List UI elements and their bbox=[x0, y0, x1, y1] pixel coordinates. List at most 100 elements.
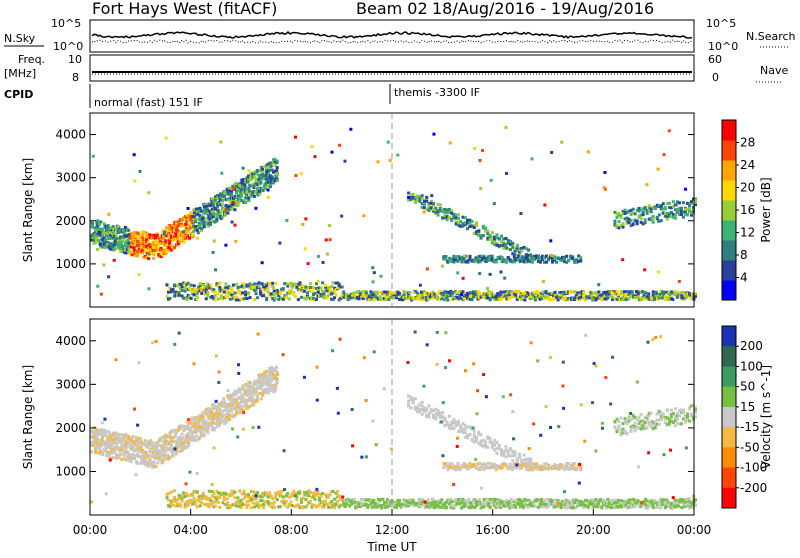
echo-cell bbox=[615, 430, 618, 433]
echo-cell bbox=[563, 292, 566, 295]
echo-cell bbox=[182, 230, 185, 233]
echo-cell bbox=[552, 298, 555, 301]
echo-cell bbox=[307, 494, 310, 497]
echo-cell bbox=[113, 243, 116, 246]
echo-cell bbox=[273, 501, 276, 504]
echo-cell bbox=[194, 291, 197, 294]
echo-cell bbox=[380, 275, 383, 278]
echo-cell bbox=[657, 220, 660, 223]
echo-cell bbox=[309, 500, 312, 503]
echo-cell bbox=[425, 196, 428, 199]
echo-cell bbox=[469, 255, 472, 258]
echo-cell bbox=[239, 298, 242, 301]
echo-cell bbox=[644, 221, 647, 224]
echo-cell bbox=[256, 170, 259, 173]
echo-cell bbox=[243, 297, 246, 300]
echo-cell bbox=[448, 415, 451, 418]
echo-cell bbox=[495, 233, 498, 236]
echo-cell bbox=[252, 403, 255, 406]
echo-cell bbox=[457, 217, 460, 220]
echo-cell bbox=[271, 282, 274, 285]
echo-cell bbox=[313, 292, 316, 295]
echo-cell bbox=[575, 468, 578, 471]
echo-cell bbox=[220, 172, 223, 175]
echo-cell bbox=[196, 237, 199, 240]
echo-cell bbox=[170, 491, 173, 494]
echo-cell bbox=[298, 281, 301, 284]
echo-cell bbox=[489, 273, 492, 276]
echo-cell bbox=[329, 288, 332, 291]
echo-cell bbox=[443, 417, 446, 420]
echo-cell bbox=[190, 297, 193, 300]
echo-cell bbox=[187, 444, 190, 447]
echo-cell bbox=[188, 237, 191, 240]
colorbar-tick-label: 24 bbox=[740, 158, 755, 172]
colorbar-segment bbox=[722, 140, 736, 161]
echo-cell bbox=[523, 298, 526, 301]
echo-cell bbox=[407, 196, 410, 199]
echo-cell bbox=[172, 504, 175, 507]
echo-cell bbox=[105, 246, 108, 249]
echo-cell bbox=[217, 297, 220, 300]
echo-cell bbox=[240, 394, 243, 397]
echo-cell bbox=[246, 500, 249, 503]
echo-cell bbox=[464, 431, 467, 434]
echo-cell bbox=[456, 462, 459, 465]
colorbar-segment bbox=[722, 120, 736, 141]
echo-cell bbox=[191, 288, 194, 291]
echo-cell bbox=[292, 292, 295, 295]
echo-cell bbox=[362, 214, 365, 217]
echo-cell bbox=[427, 416, 430, 419]
echo-cell bbox=[617, 220, 620, 223]
echo-cell bbox=[264, 187, 267, 190]
echo-cell bbox=[335, 293, 338, 296]
echo-cell bbox=[682, 409, 685, 412]
echo-cell bbox=[330, 500, 333, 503]
echo-cell bbox=[332, 281, 335, 284]
echo-cell bbox=[186, 435, 189, 438]
echo-cell bbox=[672, 200, 675, 203]
echo-cell bbox=[412, 296, 415, 299]
echo-cell bbox=[256, 501, 259, 504]
echo-cell bbox=[671, 298, 674, 301]
echo-cell bbox=[228, 418, 231, 421]
echo-cell bbox=[167, 492, 170, 495]
echo-cell bbox=[642, 211, 645, 214]
echo-cell bbox=[491, 231, 494, 234]
echo-cell bbox=[184, 223, 187, 226]
echo-cell bbox=[611, 296, 614, 299]
echo-cell bbox=[493, 444, 496, 447]
echo-cell bbox=[479, 159, 482, 162]
echo-cell bbox=[265, 170, 268, 173]
echo-cell bbox=[261, 282, 264, 285]
echo-cell bbox=[256, 491, 259, 494]
echo-cell bbox=[421, 401, 424, 404]
echo-cell bbox=[409, 291, 412, 294]
echo-cell bbox=[630, 429, 633, 432]
echo-cell bbox=[217, 210, 220, 213]
echo-cell bbox=[365, 499, 368, 502]
echo-cell bbox=[333, 296, 336, 299]
echo-cell bbox=[511, 459, 514, 462]
echo-cell bbox=[670, 409, 673, 412]
echo-cell bbox=[222, 413, 225, 416]
echo-cell bbox=[261, 261, 264, 264]
echo-cell bbox=[217, 407, 220, 410]
echo-cell bbox=[674, 213, 677, 216]
echo-cell bbox=[190, 218, 193, 221]
echo-cell bbox=[238, 290, 241, 293]
echo-cell bbox=[152, 246, 155, 249]
echo-cell bbox=[662, 202, 665, 205]
echo-cell bbox=[643, 268, 646, 271]
echo-cell bbox=[223, 194, 226, 197]
echo-cell bbox=[441, 265, 444, 268]
echo-cell bbox=[258, 392, 261, 395]
echo-cell bbox=[215, 219, 218, 222]
echo-cell bbox=[181, 500, 184, 503]
echo-cell bbox=[500, 235, 503, 238]
y-tick-label: 1000 bbox=[55, 257, 86, 271]
echo-cell bbox=[212, 213, 215, 216]
echo-cell bbox=[194, 503, 197, 506]
echo-cell bbox=[505, 260, 508, 263]
freq-strip: Freq. [MHz] 10 8 60 0 Nave bbox=[4, 53, 788, 84]
